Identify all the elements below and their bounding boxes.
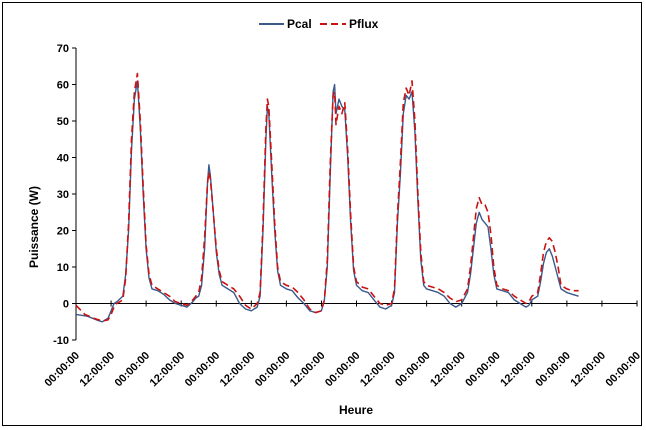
x-tick-label: 00:00:00 (603, 350, 643, 390)
x-tick-label: 00:00:00 (253, 350, 293, 390)
x-tick-label: 00:00:00 (323, 350, 363, 390)
x-tick-label: 12:00:00 (358, 350, 398, 390)
x-axis-title: Heure (339, 403, 373, 417)
x-tick-label: 12:00:00 (498, 350, 538, 390)
series-line-pcal (75, 80, 579, 323)
legend-label-pflux: Pflux (349, 17, 379, 31)
y-tick-label: 50 (57, 116, 69, 128)
y-axis-title: Puissance (W) (27, 186, 41, 268)
x-tick-label: 00:00:00 (113, 350, 153, 390)
legend-label-pcal: Pcal (287, 17, 312, 31)
y-tick-labels: -10 0 10 20 30 40 50 60 70 (53, 43, 69, 347)
x-tick-label: 00:00:00 (183, 350, 223, 390)
y-tick-label: -10 (53, 335, 69, 347)
x-tick-labels: 00:00:0012:00:0000:00:0012:00:0000:00:00… (42, 350, 643, 390)
y-tick-label: 40 (57, 153, 69, 165)
legend: Pcal Pflux (259, 17, 379, 31)
x-tick-label: 12:00:00 (288, 350, 328, 390)
x-tick-label: 00:00:00 (42, 350, 82, 390)
y-tick-label: 0 (63, 299, 69, 311)
y-tick-label: 60 (57, 80, 69, 92)
chart-frame (2, 2, 642, 426)
series-line-pflux (75, 72, 579, 322)
y-tick-label: 20 (57, 226, 69, 238)
x-tick-label: 12:00:00 (218, 350, 258, 390)
x-tick-label: 00:00:00 (463, 350, 503, 390)
x-tick-label: 00:00:00 (393, 350, 433, 390)
x-tick-label: 12:00:00 (568, 350, 608, 390)
series-lines (75, 72, 579, 323)
y-tick-label: 30 (57, 189, 69, 201)
axes (72, 47, 638, 341)
x-tick-label: 12:00:00 (428, 350, 468, 390)
x-tick-label: 12:00:00 (78, 350, 118, 390)
x-tick-label: 00:00:00 (533, 350, 573, 390)
y-tick-label: 10 (57, 262, 69, 274)
x-tick-label: 12:00:00 (148, 350, 188, 390)
y-tick-label: 70 (57, 43, 69, 55)
